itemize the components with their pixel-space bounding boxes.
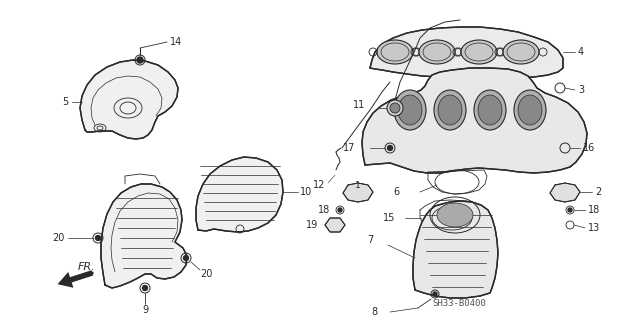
Text: 18: 18 (588, 205, 600, 215)
Circle shape (338, 208, 342, 212)
Circle shape (433, 292, 437, 296)
Polygon shape (80, 60, 178, 139)
Circle shape (390, 103, 400, 113)
Text: 20: 20 (52, 233, 65, 243)
Text: 8: 8 (372, 307, 378, 317)
Circle shape (387, 100, 403, 116)
Circle shape (568, 208, 572, 212)
Text: 1: 1 (355, 181, 361, 189)
Text: 12: 12 (312, 180, 325, 190)
Text: 16: 16 (583, 143, 595, 153)
Ellipse shape (514, 90, 546, 130)
FancyArrowPatch shape (61, 273, 92, 285)
Polygon shape (362, 68, 587, 173)
Text: 11: 11 (353, 100, 365, 110)
Text: 9: 9 (142, 305, 148, 315)
Text: 7: 7 (367, 235, 373, 245)
Circle shape (137, 57, 143, 63)
Circle shape (95, 235, 100, 241)
Polygon shape (101, 184, 187, 288)
Polygon shape (196, 157, 283, 232)
Ellipse shape (503, 40, 539, 64)
Text: SH33-B0400: SH33-B0400 (433, 300, 486, 308)
Text: 6: 6 (394, 187, 400, 197)
Text: 19: 19 (306, 220, 318, 230)
Ellipse shape (437, 203, 473, 227)
Ellipse shape (419, 40, 455, 64)
Text: 10: 10 (300, 187, 312, 197)
Text: 2: 2 (595, 187, 601, 197)
Polygon shape (550, 183, 580, 202)
Text: 13: 13 (588, 223, 600, 233)
Text: 14: 14 (170, 37, 182, 47)
Circle shape (184, 256, 189, 261)
Ellipse shape (518, 95, 542, 125)
Circle shape (143, 286, 147, 291)
Ellipse shape (438, 95, 462, 125)
Text: 17: 17 (342, 143, 355, 153)
Text: 4: 4 (578, 47, 584, 57)
Text: 5: 5 (62, 97, 68, 107)
Ellipse shape (478, 95, 502, 125)
FancyArrowPatch shape (58, 270, 93, 288)
Ellipse shape (394, 90, 426, 130)
Ellipse shape (434, 90, 466, 130)
Polygon shape (343, 183, 373, 202)
Text: 15: 15 (383, 213, 395, 223)
Text: 20: 20 (200, 269, 212, 279)
Ellipse shape (474, 90, 506, 130)
Polygon shape (325, 218, 345, 232)
Polygon shape (413, 201, 498, 298)
Text: FR.: FR. (78, 262, 95, 272)
Text: 3: 3 (578, 85, 584, 95)
Ellipse shape (461, 40, 497, 64)
Text: 18: 18 (317, 205, 330, 215)
Ellipse shape (377, 40, 413, 64)
Circle shape (387, 145, 392, 151)
Polygon shape (370, 27, 563, 79)
Ellipse shape (398, 95, 422, 125)
